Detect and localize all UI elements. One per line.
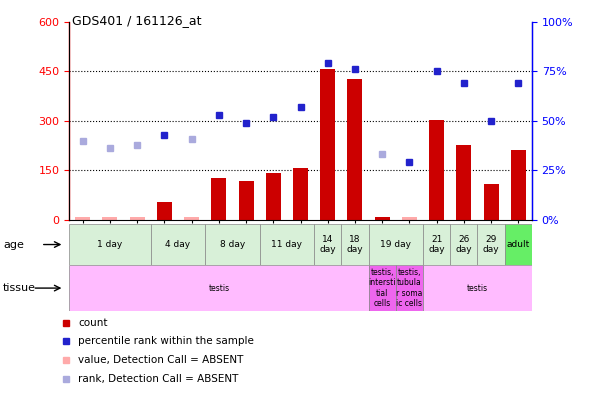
Bar xyxy=(205,224,260,265)
Bar xyxy=(368,224,423,265)
Bar xyxy=(505,224,532,265)
Bar xyxy=(477,224,505,265)
Text: 19 day: 19 day xyxy=(380,240,411,249)
Bar xyxy=(212,177,227,220)
Bar xyxy=(368,265,396,311)
Text: 4 day: 4 day xyxy=(165,240,191,249)
Bar xyxy=(484,184,499,220)
Bar xyxy=(341,224,368,265)
Text: rank, Detection Call = ABSENT: rank, Detection Call = ABSENT xyxy=(78,373,239,384)
Text: 8 day: 8 day xyxy=(220,240,245,249)
Bar xyxy=(102,217,117,220)
Bar xyxy=(396,265,423,311)
Text: age: age xyxy=(3,240,24,249)
Bar xyxy=(456,145,471,220)
Bar xyxy=(293,168,308,220)
Bar xyxy=(130,217,145,220)
Bar xyxy=(347,78,362,220)
Bar xyxy=(239,181,254,220)
Text: count: count xyxy=(78,318,108,328)
Bar xyxy=(260,224,314,265)
Bar xyxy=(511,150,526,220)
Text: testis,
tubula
r soma
ic cells: testis, tubula r soma ic cells xyxy=(396,268,423,308)
Text: testis: testis xyxy=(209,284,230,293)
Text: GDS401 / 161126_at: GDS401 / 161126_at xyxy=(72,14,201,27)
Bar xyxy=(184,217,199,220)
Text: percentile rank within the sample: percentile rank within the sample xyxy=(78,336,254,346)
Bar xyxy=(402,217,417,220)
Text: 1 day: 1 day xyxy=(97,240,123,249)
Bar xyxy=(157,202,172,220)
Bar xyxy=(69,224,151,265)
Text: 21
day: 21 day xyxy=(429,235,445,254)
Text: testis: testis xyxy=(467,284,488,293)
Bar xyxy=(423,265,532,311)
Text: 26
day: 26 day xyxy=(456,235,472,254)
Text: 18
day: 18 day xyxy=(347,235,363,254)
Text: value, Detection Call = ABSENT: value, Detection Call = ABSENT xyxy=(78,355,243,365)
Text: testis,
intersti
tial
cells: testis, intersti tial cells xyxy=(368,268,396,308)
Text: tissue: tissue xyxy=(3,283,36,293)
Bar xyxy=(429,120,444,220)
Bar xyxy=(151,224,205,265)
Bar xyxy=(75,217,90,220)
Text: 11 day: 11 day xyxy=(272,240,302,249)
Bar xyxy=(266,173,281,220)
Bar xyxy=(320,69,335,220)
Bar xyxy=(423,224,450,265)
Text: adult: adult xyxy=(507,240,530,249)
Bar xyxy=(374,217,389,220)
Text: 29
day: 29 day xyxy=(483,235,499,254)
Bar xyxy=(69,265,368,311)
Bar xyxy=(450,224,477,265)
Text: 14
day: 14 day xyxy=(319,235,336,254)
Bar xyxy=(314,224,341,265)
